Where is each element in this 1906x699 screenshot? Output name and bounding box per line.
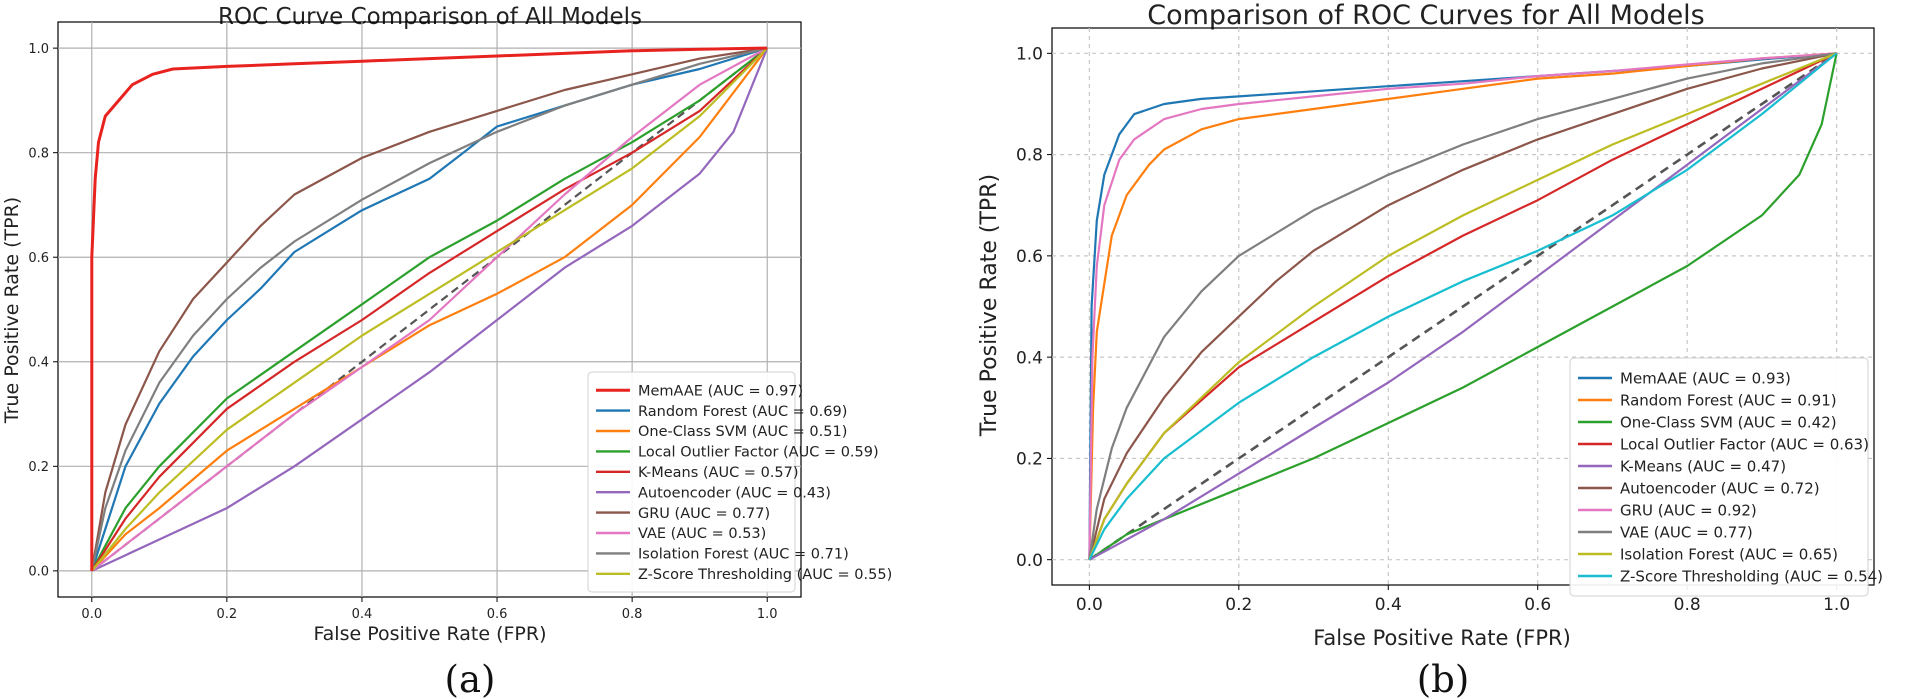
chance-diagonal-line <box>1088 52 1838 561</box>
panel-caption: (b) <box>1417 658 1470 699</box>
y-axis: 0.0 0.2 0.4 0.6 0.8 1.0 <box>1016 44 1052 571</box>
legend-box <box>1569 357 1869 597</box>
chart-title: Comparison of ROC Curves for All Models <box>1147 0 1705 31</box>
roc-line-local-outlier-factor <box>90 47 768 572</box>
roc-line-autoencoder <box>1088 52 1837 560</box>
y-tick-label: 0.2 <box>1016 450 1043 470</box>
roc-line-autoencoder <box>91 47 769 572</box>
x-tick-label: 0.8 <box>1674 595 1701 615</box>
y-tick-label: 0.8 <box>28 146 49 161</box>
legend-entry: Local Outlier Factor (AUC = 0.63) <box>1620 435 1869 453</box>
plot-area-frame <box>1051 27 1875 586</box>
y-tick-label: 0.6 <box>28 251 49 266</box>
x-tick-label: 0.6 <box>1524 595 1551 615</box>
roc-line-one-class-svm <box>1088 53 1838 561</box>
x-axis: 0.0 0.2 0.4 0.6 0.8 1.0 <box>81 597 778 622</box>
legend-entry: VAE (AUC = 0.77) <box>1620 523 1753 541</box>
x-tick-label: 0.0 <box>1076 595 1103 615</box>
chart-panel-b: Comparison of ROC Curves for All Models … <box>977 0 1883 699</box>
y-tick-label: 1.0 <box>1016 44 1043 64</box>
legend-entry: GRU (AUC = 0.77) <box>638 506 770 522</box>
legend-entry: GRU (AUC = 0.92) <box>1620 501 1757 519</box>
legend-entry: K-Means (AUC = 0.57) <box>638 465 799 481</box>
x-tick-label: 1.0 <box>757 607 778 622</box>
roc-line-k-means <box>1088 52 1838 561</box>
chart-panel-a: ROC Curve Comparison of All Models 0.0 0.… <box>1 4 892 699</box>
legend-entry: Local Outlier Factor (AUC = 0.59) <box>638 445 879 461</box>
y-tick-label: 0.4 <box>1016 348 1043 368</box>
x-tick-label: 0.4 <box>1375 595 1402 615</box>
x-tick-label: 0.4 <box>352 607 373 622</box>
y-tick-label: 0.8 <box>1016 146 1043 166</box>
chart-title: ROC Curve Comparison of All Models <box>218 4 642 30</box>
x-tick-label: 0.8 <box>622 607 643 622</box>
legend: MemAAE (AUC = 0.97) Random Forest (AUC = … <box>587 371 892 593</box>
legend-entry: Random Forest (AUC = 0.91) <box>1620 391 1837 409</box>
legend-entry: MemAAE (AUC = 0.97) <box>638 383 803 399</box>
legend-entry: Autoencoder (AUC = 0.72) <box>1620 479 1820 497</box>
roc-line-isolation-forest <box>1088 52 1838 561</box>
y-tick-label: 1.0 <box>28 42 49 57</box>
panel-caption: (a) <box>445 658 496 699</box>
x-tick-label: 0.2 <box>1225 595 1252 615</box>
roc-line-k-means <box>90 47 768 572</box>
y-tick-label: 0.6 <box>1016 247 1043 267</box>
roc-line-isolation-forest <box>90 47 768 572</box>
legend-entry: Z-Score Thresholding (AUC = 0.55) <box>638 567 892 583</box>
legend-entry: Z-Score Thresholding (AUC = 0.54) <box>1620 567 1883 585</box>
legend-box <box>587 371 796 593</box>
y-axis: 0.0 0.2 0.4 0.6 0.8 1.0 <box>28 42 58 580</box>
y-tick-label: 0.0 <box>1016 551 1043 571</box>
roc-line-gru <box>90 47 768 572</box>
series-layer <box>1088 52 1838 561</box>
roc-line-vae <box>91 47 768 572</box>
y-tick-label: 0.2 <box>28 460 49 475</box>
roc-line-vae <box>1088 52 1837 560</box>
legend-entry: Random Forest (AUC = 0.69) <box>638 404 847 420</box>
legend-entry: K-Means (AUC = 0.47) <box>1620 457 1786 475</box>
legend: MemAAE (AUC = 0.93) Random Forest (AUC = … <box>1569 357 1883 597</box>
y-axis-label: True Positive Rate (TPR) <box>1 197 23 424</box>
legend-entry: VAE (AUC = 0.53) <box>638 526 766 542</box>
legend-entry: Autoencoder (AUC = 0.43) <box>638 485 831 501</box>
x-tick-label: 0.2 <box>217 607 238 622</box>
plot-area-frame <box>57 21 802 598</box>
x-axis: 0.0 0.2 0.4 0.6 0.8 1.0 <box>1076 585 1850 615</box>
y-axis-label: True Positive Rate (TPR) <box>977 174 1002 437</box>
roc-line-z-score-thresholding <box>90 47 768 572</box>
series-layer <box>90 46 769 572</box>
x-tick-label: 1.0 <box>1823 595 1850 615</box>
legend-entry: One-Class SVM (AUC = 0.51) <box>638 424 847 440</box>
roc-line-gru <box>1088 52 1837 560</box>
roc-line-random-forest <box>1088 52 1837 560</box>
legend-entry: One-Class SVM (AUC = 0.42) <box>1620 413 1837 431</box>
y-tick-label: 0.4 <box>28 355 49 370</box>
x-tick-label: 0.0 <box>81 607 102 622</box>
roc-line-one-class-svm <box>90 47 769 572</box>
roc-line-memaae <box>90 46 768 571</box>
legend-entry: Isolation Forest (AUC = 0.71) <box>638 547 849 563</box>
x-tick-label: 0.6 <box>487 607 508 622</box>
legend-entry: MemAAE (AUC = 0.93) <box>1620 369 1791 387</box>
roc-line-z-score-thresholding <box>1088 52 1838 561</box>
x-axis-label: False Positive Rate (FPR) <box>1313 626 1571 650</box>
x-axis-label: False Positive Rate (FPR) <box>313 623 546 645</box>
y-tick-label: 0.0 <box>28 565 49 580</box>
legend-entry: Isolation Forest (AUC = 0.65) <box>1620 545 1838 563</box>
